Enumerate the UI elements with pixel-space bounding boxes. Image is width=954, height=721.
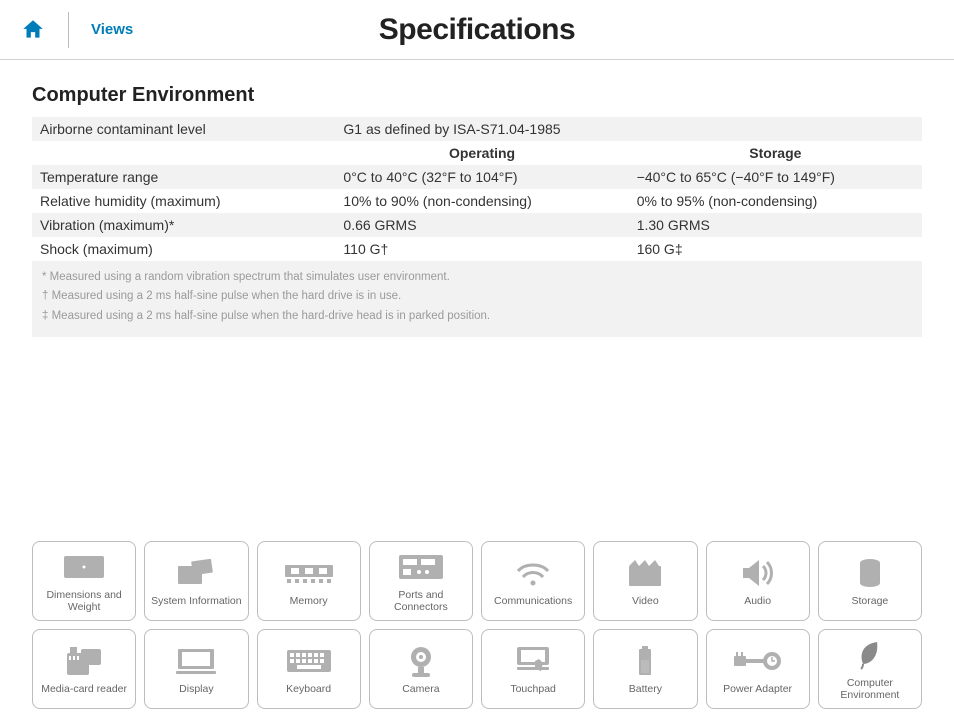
row-storage: 0% to 95% (non-condensing) [629,189,922,213]
sysinfo-icon [176,555,216,591]
keyboard-icon [287,643,331,679]
nav-item-ports[interactable]: Ports and Connectors [369,541,473,621]
storage-icon [858,555,882,591]
section-title: Computer Environment [32,84,922,107]
nav-item-video[interactable]: Video [593,541,697,621]
footnote: † Measured using a 2 ms half-sine pulse … [42,288,912,305]
nav-item-power[interactable]: Power Adapter [706,629,810,709]
nav-item-sysinfo[interactable]: System Information [144,541,248,621]
airborne-value: G1 as defined by ISA-S71.04-1985 [335,117,922,141]
row-operating: 0°C to 40°C (32°F to 104°F) [335,165,628,189]
row-operating: 10% to 90% (non-condensing) [335,189,628,213]
page-title: Specifications [379,13,575,47]
row-operating: 110 G† [335,237,628,261]
sdcard-icon [67,643,101,679]
footnote: ‡ Measured using a 2 ms half-sine pulse … [42,308,912,325]
nav-item-label: System Information [151,595,241,607]
top-bar: Views Specifications [0,0,954,60]
nav-item-wifi[interactable]: Communications [481,541,585,621]
row-operating: 0.66 GRMS [335,213,628,237]
nav-item-label: Camera [402,683,439,695]
row-storage: −40°C to 65°C (−40°F to 149°F) [629,165,922,189]
nav-item-label: Touchpad [510,683,556,695]
row-label: Shock (maximum) [32,237,335,261]
row-label: Vibration (maximum)* [32,213,335,237]
airborne-label: Airborne contaminant level [32,117,335,141]
ports-icon [399,549,443,585]
nav-item-label: Display [179,683,213,695]
display-icon [176,643,216,679]
power-icon [734,643,782,679]
row-storage: 1.30 GRMS [629,213,922,237]
nav-item-label: Memory [290,595,328,607]
nav-item-label: Computer Environment [821,677,919,701]
col-header-storage: Storage [629,141,922,165]
camera-icon [406,643,436,679]
memory-icon [285,555,333,591]
battery-icon [637,643,653,679]
nav-item-label: Media-card reader [41,683,127,695]
nav-item-label: Storage [851,595,888,607]
nav-item-sdcard[interactable]: Media-card reader [32,629,136,709]
nav-item-touchpad[interactable]: Touchpad [481,629,585,709]
nav-item-label: Video [632,595,659,607]
leaf-icon [857,637,883,673]
nav-item-audio[interactable]: Audio [706,541,810,621]
nav-item-leaf[interactable]: Computer Environment [818,629,922,709]
home-icon[interactable] [20,17,46,43]
row-storage: 160 G‡ [629,237,922,261]
nav-item-dimensions[interactable]: Dimensions and Weight [32,541,136,621]
views-link[interactable]: Views [91,21,133,38]
nav-item-label: Ports and Connectors [372,589,470,613]
nav-item-label: Power Adapter [723,683,792,695]
footnote: * Measured using a random vibration spec… [42,269,912,286]
nav-item-camera[interactable]: Camera [369,629,473,709]
nav-item-battery[interactable]: Battery [593,629,697,709]
nav-grid: Dimensions and Weight System Information M… [32,541,922,709]
nav-item-storage[interactable]: Storage [818,541,922,621]
video-icon [627,555,663,591]
row-label: Temperature range [32,165,335,189]
touchpad-icon [515,643,551,679]
nav-item-label: Battery [629,683,662,695]
nav-item-label: Communications [494,595,572,607]
nav-item-label: Keyboard [286,683,331,695]
footnotes: * Measured using a random vibration spec… [32,261,922,337]
content: Computer Environment Airborne contaminan… [0,60,954,337]
dimensions-icon [62,549,106,585]
nav-item-display[interactable]: Display [144,629,248,709]
nav-item-keyboard[interactable]: Keyboard [257,629,361,709]
wifi-icon [515,555,551,591]
nav-item-label: Dimensions and Weight [35,589,133,613]
row-label: Relative humidity (maximum) [32,189,335,213]
audio-icon [741,555,775,591]
divider [68,12,69,48]
col-header-operating: Operating [335,141,628,165]
nav-item-label: Audio [744,595,771,607]
nav-item-memory[interactable]: Memory [257,541,361,621]
spec-table: Airborne contaminant level G1 as defined… [32,117,922,261]
